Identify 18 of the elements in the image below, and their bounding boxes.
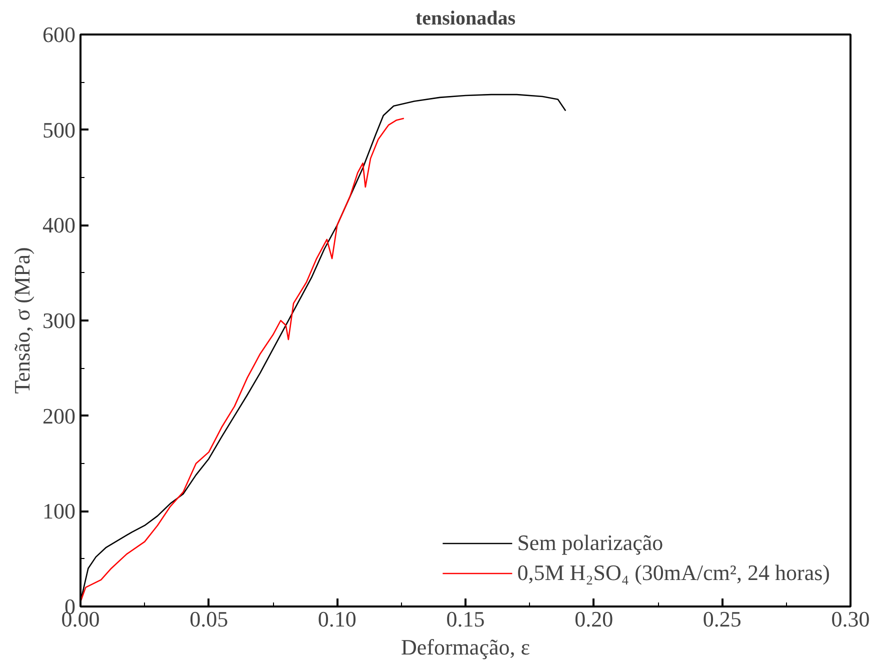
x-tick-label: 0.15 — [446, 606, 485, 632]
legend-label: Sem polarização — [517, 530, 664, 556]
x-tick-label: 0.05 — [190, 606, 228, 632]
x-axis-title: Deformação, ε — [401, 634, 530, 660]
x-tick-label: 0.25 — [702, 606, 742, 632]
y-tick-label: 300 — [42, 308, 76, 333]
x-tick-label: 0.10 — [318, 606, 356, 632]
y-axis-title: Tensão, σ (MPa) — [10, 247, 34, 394]
chart-title: tensionadas — [415, 8, 516, 30]
x-tick-label: 0.30 — [831, 606, 870, 632]
line-series — [80, 118, 405, 602]
y-tick-label: 600 — [42, 22, 76, 47]
x-tick-label: 0.20 — [574, 606, 614, 632]
y-tick-label: 200 — [42, 403, 76, 428]
y-tick-label: 500 — [42, 117, 76, 142]
y-tick-label: 400 — [42, 212, 76, 238]
y-tick-label: 100 — [42, 498, 76, 524]
legend-label: 0,5M H₂SO₄ (30mA/cm², 24 horas) — [517, 560, 830, 586]
